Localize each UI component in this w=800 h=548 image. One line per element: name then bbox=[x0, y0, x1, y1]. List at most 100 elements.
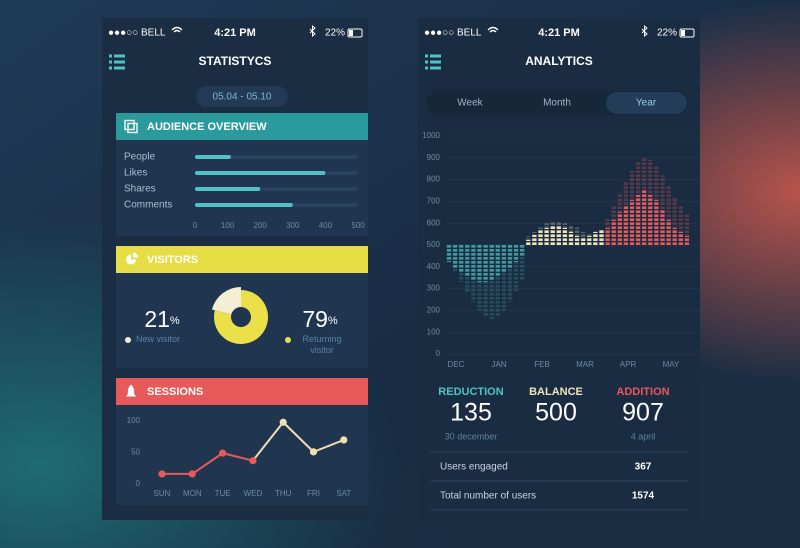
y-tick-label: 600 bbox=[427, 218, 441, 227]
bar-label: People bbox=[124, 152, 156, 163]
y-tick-label: 300 bbox=[427, 284, 441, 293]
tab-selected[interactable] bbox=[606, 92, 687, 114]
x-tick-label: DEC bbox=[448, 360, 465, 369]
visitor-value: 21 bbox=[144, 306, 170, 332]
x-tick-label: 400 bbox=[319, 221, 333, 230]
date-pill[interactable] bbox=[196, 86, 288, 107]
tab[interactable]: Year bbox=[636, 98, 657, 109]
date-range: 05.04 - 05.10 bbox=[213, 92, 272, 103]
menu-dot bbox=[425, 66, 428, 70]
menu-line bbox=[114, 66, 125, 70]
section-title: SESSIONS bbox=[147, 386, 203, 398]
menu-dot bbox=[425, 54, 428, 58]
line-segment bbox=[282, 421, 315, 453]
row-value: 1574 bbox=[632, 491, 655, 502]
section-header bbox=[116, 246, 368, 273]
donut-slice bbox=[213, 290, 268, 344]
section-icon bbox=[124, 119, 135, 131]
y-tick-label: 400 bbox=[427, 262, 441, 271]
x-tick-label: 300 bbox=[286, 221, 300, 230]
line-point bbox=[158, 470, 166, 478]
status-time: 4:21 PM bbox=[214, 27, 256, 39]
battery-level bbox=[349, 30, 353, 36]
y-tick-label: 100 bbox=[127, 416, 141, 425]
screen-title: STATISTYCS bbox=[199, 54, 272, 68]
summary-value: 907 bbox=[622, 399, 664, 427]
x-tick-label: 0 bbox=[193, 221, 198, 230]
row-label: Users engaged bbox=[440, 462, 508, 473]
bar-label: Comments bbox=[124, 200, 172, 211]
bar-label: Shares bbox=[124, 184, 156, 195]
section-icon bbox=[126, 252, 138, 265]
visitor-unit: % bbox=[170, 315, 180, 327]
y-tick-label: 500 bbox=[427, 240, 441, 249]
x-tick-label: MAR bbox=[576, 360, 594, 369]
menu-dot bbox=[109, 60, 112, 64]
y-tick-label: 700 bbox=[427, 197, 441, 206]
x-tick-label: MAY bbox=[663, 360, 680, 369]
tab[interactable]: Week bbox=[457, 98, 483, 109]
donut-slice bbox=[211, 287, 241, 315]
line-point bbox=[279, 418, 287, 426]
x-tick-label: WED bbox=[244, 489, 263, 498]
menu-line bbox=[114, 60, 125, 64]
visitor-label-box: Returning visitor bbox=[302, 334, 342, 355]
bluetooth-icon bbox=[641, 24, 648, 38]
summary-value: 500 bbox=[535, 399, 577, 427]
wifi-icon bbox=[171, 26, 183, 33]
visitor-label: New visitor bbox=[136, 334, 181, 344]
visitor-unit: % bbox=[328, 315, 338, 327]
battery-level bbox=[681, 30, 685, 36]
bar bbox=[195, 187, 261, 191]
wifi-icon bbox=[487, 26, 499, 33]
y-tick-label: 200 bbox=[427, 306, 441, 315]
menu-line bbox=[430, 60, 441, 64]
status-time: 4:21 PM bbox=[538, 27, 580, 39]
y-tick-label: 1000 bbox=[422, 131, 440, 140]
y-tick-label: 50 bbox=[131, 448, 140, 457]
line-segment bbox=[191, 452, 224, 475]
summary-label: ADDITION bbox=[616, 386, 669, 398]
visitor-label-box: New visitor bbox=[136, 334, 181, 344]
status-battery: 22% bbox=[657, 28, 677, 39]
x-tick-label: 100 bbox=[221, 221, 235, 230]
bar bbox=[195, 203, 293, 207]
section-icon bbox=[126, 384, 136, 397]
line-segment bbox=[252, 421, 284, 462]
battery-icon bbox=[679, 28, 695, 38]
section-title: AUDIENCE OVERVIEW bbox=[147, 121, 267, 133]
line-segment bbox=[222, 452, 254, 462]
legend-dot bbox=[285, 337, 291, 343]
section-header bbox=[116, 378, 368, 405]
row-label: Total number of users bbox=[440, 491, 536, 502]
panel bbox=[116, 405, 368, 505]
visitor-value: 79 bbox=[302, 306, 328, 332]
line-point bbox=[188, 470, 196, 478]
status-carrier: ●●●○○ BELL bbox=[108, 28, 166, 39]
line-segment bbox=[313, 438, 345, 453]
menu-button[interactable] bbox=[109, 54, 125, 70]
visitor-label: Returning visitor bbox=[302, 334, 342, 355]
line-point bbox=[340, 436, 348, 444]
x-tick-label: JAN bbox=[491, 360, 506, 369]
battery-icon bbox=[347, 28, 363, 38]
bar-track bbox=[195, 155, 358, 159]
x-tick-label: SAT bbox=[336, 489, 351, 498]
section-header bbox=[116, 113, 368, 140]
screen-title: ANALYTICS bbox=[525, 54, 593, 68]
menu-line bbox=[114, 54, 125, 58]
bar bbox=[195, 171, 326, 175]
y-tick-label: 0 bbox=[136, 479, 141, 488]
summary-note: 30 december bbox=[445, 431, 498, 441]
status-battery: 22% bbox=[325, 28, 345, 39]
summary-label: REDUCTION bbox=[438, 386, 503, 398]
tab[interactable]: Month bbox=[543, 98, 571, 109]
summary-note: 4 april bbox=[631, 431, 656, 441]
line-point bbox=[309, 448, 318, 456]
menu-button[interactable] bbox=[425, 54, 441, 70]
y-tick-label: 900 bbox=[427, 153, 441, 162]
y-tick-label: 100 bbox=[427, 327, 441, 336]
summary-label: BALANCE bbox=[529, 386, 583, 398]
line-point bbox=[219, 449, 227, 457]
